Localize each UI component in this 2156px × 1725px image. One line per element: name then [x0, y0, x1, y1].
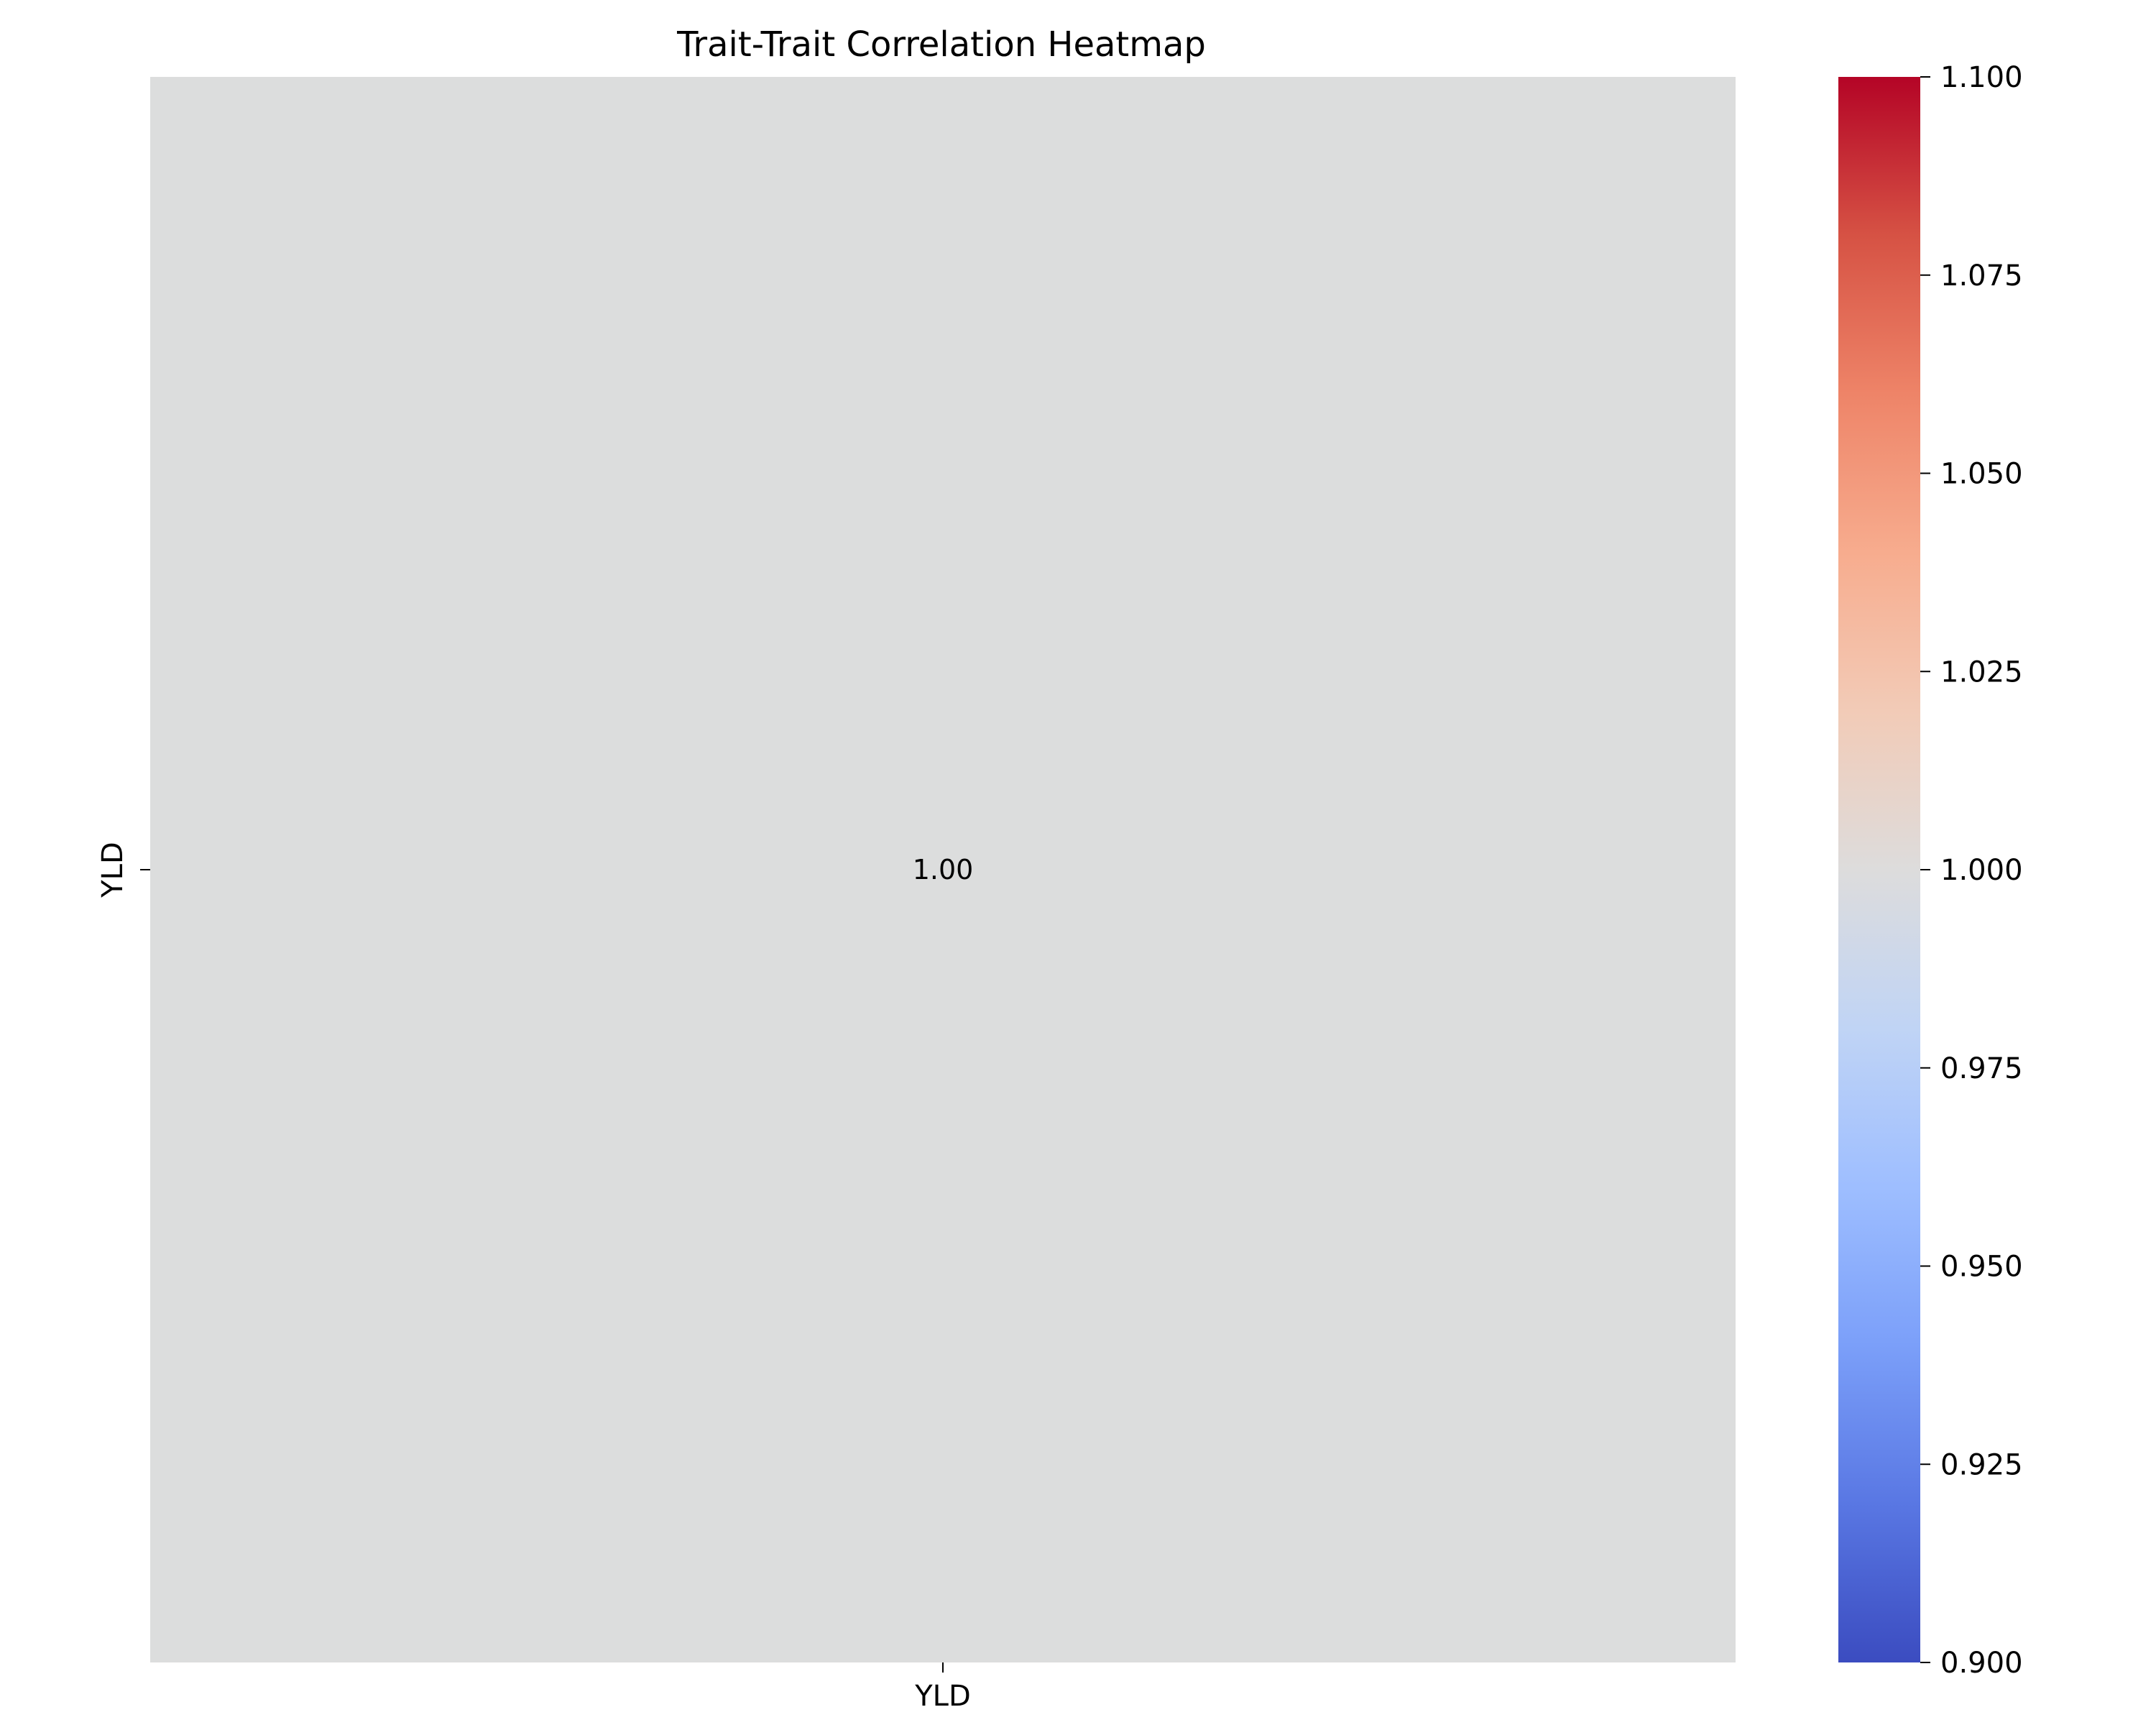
cell-annotations: 1.00 — [913, 854, 974, 886]
colorbar-tick-label: 0.950 — [1940, 1251, 2023, 1284]
y-tick-label: YLD — [96, 842, 129, 898]
heatmap-cell — [150, 77, 1736, 1662]
cell-value-label: 1.00 — [913, 854, 974, 886]
colorbar-tick-label: 1.050 — [1940, 458, 2023, 491]
x-tick-label: YLD — [914, 1680, 971, 1713]
colorbar-tick-label: 1.000 — [1940, 854, 2023, 887]
colorbar-tick-label: 0.900 — [1940, 1647, 2023, 1680]
chart-title: Trait-Trait Correlation Heatmap — [676, 24, 1206, 65]
colorbar-tick-label: 1.025 — [1940, 656, 2023, 689]
heatmap-cells — [150, 77, 1736, 1662]
colorbar-tick-label: 1.100 — [1940, 61, 2023, 94]
colorbar-tick-label: 1.075 — [1940, 259, 2023, 293]
y-axis: YLD — [96, 842, 150, 898]
colorbar-tick-label: 0.975 — [1940, 1052, 2023, 1085]
colorbar-ticks: 0.900 0.925 0.950 0.975 1.000 1.025 1.050 1.075… — [1920, 61, 2023, 1680]
colorbar-tick-label: 0.925 — [1940, 1448, 2023, 1481]
colorbar — [1838, 77, 1920, 1662]
x-axis: YLD — [914, 1662, 971, 1713]
